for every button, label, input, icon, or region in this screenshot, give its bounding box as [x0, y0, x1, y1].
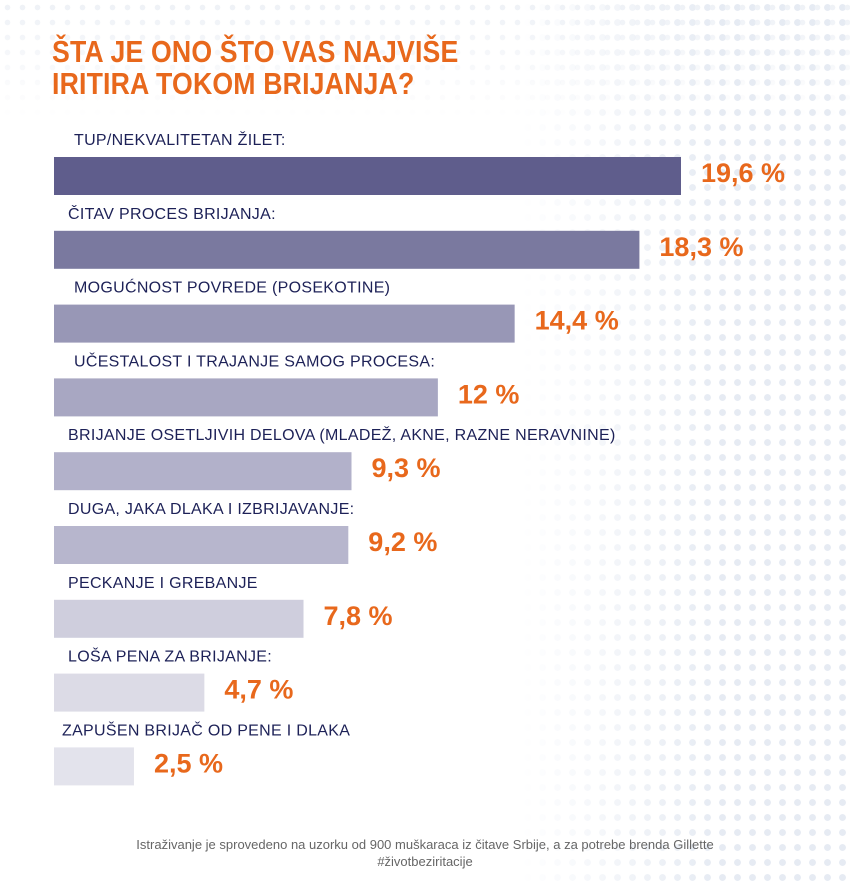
value-label: 9,3 %	[372, 453, 441, 483]
footnote-source: Istraživanje je sprovedeno na uzorku od …	[136, 837, 714, 852]
value-label: 12 %	[458, 379, 520, 409]
bar	[54, 599, 304, 638]
category-label: BRIJANJE OSETLJIVIH DELOVA (MLADEŽ, AKNE…	[68, 425, 616, 444]
value-label: 4,7 %	[224, 675, 293, 705]
footnote-hashtag: #životbeziritacije	[377, 854, 473, 869]
bar	[54, 304, 515, 343]
category-label: UČESTALOST I TRAJANJE SAMOG PROCESA:	[74, 351, 435, 370]
bar	[54, 747, 134, 786]
value-label: 2,5 %	[154, 748, 223, 778]
category-label: DUGA, JAKA DLAKA I IZBRIJAVANJE:	[68, 501, 354, 518]
category-label: TUP/NEKVALITETAN ŽILET:	[74, 130, 286, 149]
category-label: ZAPUŠEN BRIJAČ OD PENE I DLAKA	[62, 720, 350, 739]
category-label: PECKANJE I GREBANJE	[68, 575, 258, 592]
value-label: 18,3 %	[659, 232, 743, 262]
bar	[54, 673, 205, 712]
category-label: MOGUĆNOST POVREDE (POSEKOTINE)	[74, 278, 390, 297]
value-label: 9,2 %	[368, 527, 437, 557]
bar	[54, 452, 352, 491]
dot-pattern-background	[520, 0, 850, 885]
bar	[54, 230, 640, 269]
dot-pattern-top	[0, 0, 850, 120]
footnote: Istraživanje je sprovedeno na uzorku od …	[0, 836, 850, 870]
category-label: ČITAV PROCES BRIJANJA:	[68, 204, 276, 223]
bar	[54, 157, 681, 195]
value-label: 19,6 %	[701, 158, 785, 188]
category-label: LOŠA PENA ZA BRIJANJE:	[68, 647, 272, 666]
bar	[54, 526, 349, 564]
value-label: 14,4 %	[535, 306, 619, 336]
chart-title: ŠTA JE ONO ŠTO VAS NAJVIŠE IRITIRA TOKOM…	[52, 34, 459, 101]
bar	[54, 378, 438, 417]
value-label: 7,8 %	[324, 601, 393, 631]
